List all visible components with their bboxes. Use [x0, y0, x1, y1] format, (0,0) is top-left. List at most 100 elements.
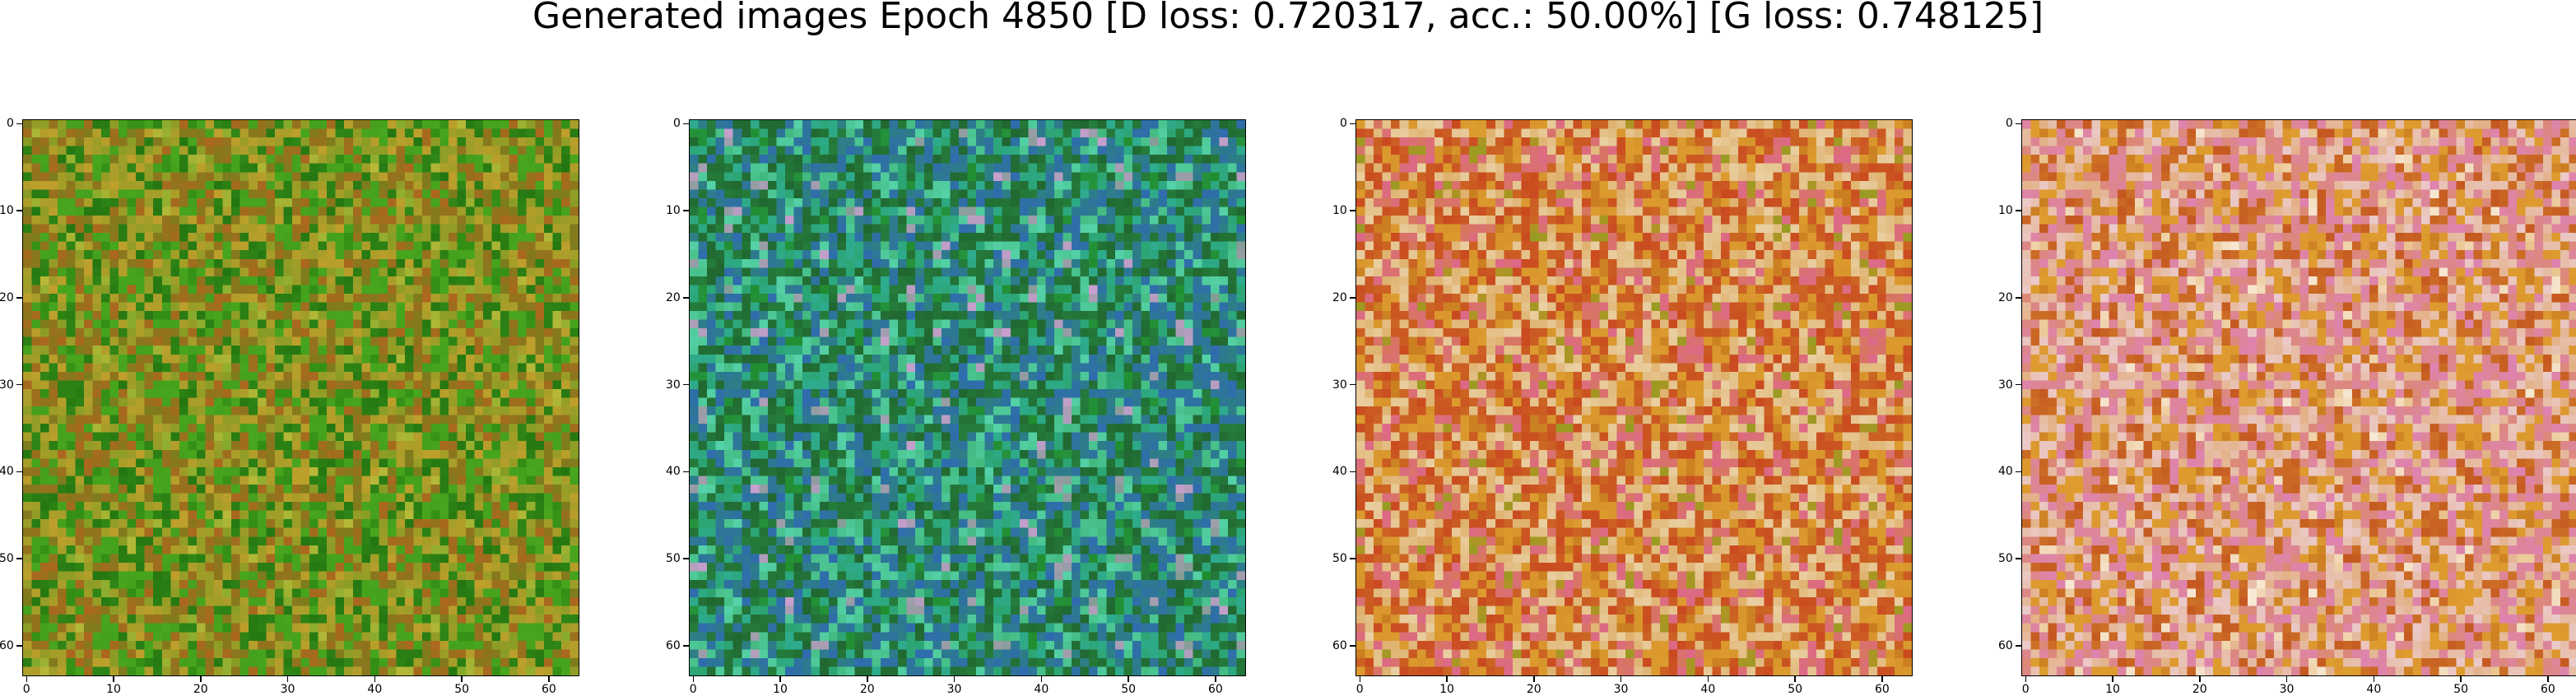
y-tick [1350, 471, 1355, 473]
y-tick [1350, 123, 1355, 125]
y-tick-label: 60 [666, 638, 681, 652]
x-tick-label: 20 [1526, 683, 1541, 696]
y-tick [1350, 210, 1355, 211]
x-tick-label: 60 [1874, 683, 1890, 696]
x-tick-label: 10 [106, 683, 121, 696]
image-panel-2: 0 0 10 10 20 20 30 30 40 40 50 50 60 60 [666, 117, 1246, 696]
y-tick [16, 210, 22, 211]
x-tick [2025, 676, 2027, 682]
y-tick-label: 0 [673, 117, 681, 131]
x-tick-label: 40 [2366, 683, 2382, 696]
y-tick [2016, 558, 2021, 559]
y-tick [1350, 558, 1355, 559]
x-tick [1620, 676, 1622, 682]
y-tick-label: 10 [0, 204, 14, 218]
y-tick-label: 10 [1998, 204, 2013, 218]
y-tick-label: 50 [1332, 552, 1347, 566]
x-tick [2199, 676, 2201, 682]
x-tick-label: 20 [193, 683, 208, 696]
y-tick [1350, 645, 1355, 647]
y-tick-label: 60 [1998, 638, 2013, 652]
generated-image-2 [689, 119, 1246, 676]
x-tick [1359, 676, 1361, 682]
x-tick [1533, 676, 1535, 682]
x-tick [1040, 676, 1043, 682]
y-tick [16, 123, 22, 125]
x-tick [2373, 676, 2375, 682]
image-panel-4: 0 0 10 10 20 20 30 30 40 40 50 50 60 60 [1998, 117, 2576, 696]
image-panel-3: 0 0 10 10 20 20 30 30 40 40 50 50 60 60 [1332, 117, 1913, 696]
x-tick [2547, 676, 2549, 682]
x-tick-label: 60 [2540, 683, 2555, 696]
x-tick-label: 50 [454, 683, 470, 696]
y-tick [683, 471, 689, 473]
y-tick [683, 297, 689, 299]
x-tick-label: 30 [946, 683, 962, 696]
x-tick [2460, 676, 2462, 682]
y-tick-label: 40 [0, 465, 14, 479]
generated-image-4 [2021, 119, 2576, 676]
y-tick-label: 20 [0, 290, 14, 304]
x-tick [1707, 676, 1709, 682]
x-tick-label: 40 [1034, 683, 1049, 696]
y-tick [1350, 297, 1355, 299]
x-tick-label: 0 [2021, 683, 2030, 696]
y-tick [2016, 471, 2021, 473]
y-tick-label: 0 [1340, 117, 1347, 131]
x-tick-label: 0 [1355, 683, 1364, 696]
x-tick-label: 50 [1121, 683, 1137, 696]
y-tick-label: 20 [1998, 290, 2013, 304]
y-tick [16, 383, 22, 386]
x-tick-label: 0 [22, 683, 30, 696]
x-tick-label: 10 [773, 683, 788, 696]
y-tick [683, 558, 689, 559]
x-tick-label: 50 [2453, 683, 2469, 696]
y-tick [16, 471, 22, 473]
y-tick-label: 60 [1332, 638, 1347, 652]
x-tick-label: 60 [1207, 683, 1223, 696]
x-tick [200, 676, 202, 682]
x-tick [548, 676, 550, 682]
x-tick [1215, 676, 1216, 682]
generated-image-1 [22, 119, 579, 676]
x-tick [953, 676, 956, 682]
y-tick [16, 558, 22, 559]
y-tick-label: 30 [666, 378, 681, 392]
x-tick-label: 40 [367, 683, 383, 696]
y-tick-label: 10 [1332, 204, 1347, 218]
y-tick-label: 0 [2006, 117, 2013, 131]
generated-image-3 [1355, 119, 1913, 676]
y-tick-label: 40 [666, 465, 681, 479]
x-tick-label: 20 [859, 683, 875, 696]
y-tick [2016, 123, 2021, 125]
y-tick [2016, 297, 2021, 299]
x-tick [26, 676, 28, 682]
x-tick [2112, 676, 2113, 682]
image-panel-1: 0 0 10 10 20 20 30 30 40 40 50 50 60 60 [0, 117, 579, 696]
y-tick-label: 50 [666, 552, 681, 566]
x-tick-label: 0 [689, 683, 697, 696]
x-tick-label: 30 [2279, 683, 2295, 696]
y-tick-label: 20 [1332, 290, 1347, 304]
y-tick-label: 40 [1332, 465, 1347, 479]
x-tick-label: 10 [1439, 683, 1454, 696]
y-tick-label: 10 [666, 204, 681, 218]
x-tick-label: 20 [2192, 683, 2207, 696]
y-tick [16, 297, 22, 299]
x-tick [1128, 676, 1129, 682]
y-tick-label: 30 [1998, 378, 2013, 392]
x-tick [779, 676, 781, 682]
x-tick [2285, 676, 2288, 682]
x-tick-label: 30 [1613, 683, 1629, 696]
x-tick [867, 676, 868, 682]
x-tick [374, 676, 376, 682]
x-tick-label: 50 [1788, 683, 1803, 696]
x-tick [1446, 676, 1448, 682]
figure-title: Generated images Epoch 4850 [D loss: 0.7… [532, 0, 2044, 37]
y-tick [1350, 383, 1355, 386]
y-tick [2016, 645, 2021, 647]
x-tick-label: 60 [541, 683, 556, 696]
x-tick-label: 30 [280, 683, 295, 696]
y-tick [16, 645, 22, 647]
y-tick-label: 0 [7, 117, 14, 131]
